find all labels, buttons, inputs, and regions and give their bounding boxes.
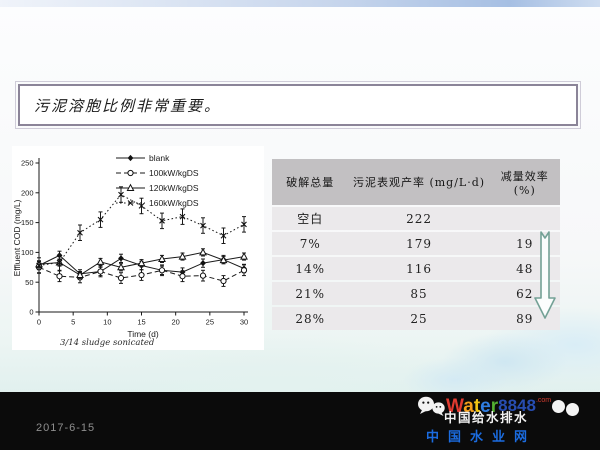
svg-text:20: 20 [171, 318, 179, 327]
svg-text:100kW/kgDS: 100kW/kgDS [149, 168, 199, 178]
watermark: Water 8848 .com 中国给水排水 中国水业网 [416, 395, 598, 447]
table-cell: 14% [272, 257, 349, 280]
watermark-brand-row: Water 8848 .com [416, 395, 598, 417]
table-cell [489, 207, 560, 230]
table-cell: 空白 [272, 207, 349, 230]
brand-letter: a [463, 395, 474, 417]
brand-number: 8848 [498, 396, 536, 415]
brand-word: Water [446, 397, 498, 416]
svg-text:blank: blank [149, 153, 170, 163]
down-arrow-icon [534, 231, 556, 319]
slide-title: 污泥溶胞比例非常重要。 [34, 96, 222, 115]
results-table-head: 破解总量 污泥表观产率 (mg/L·d) 减量效率 (%) [272, 159, 560, 205]
svg-text:100: 100 [21, 248, 34, 257]
cod-line-chart-panel: 0 50 100 150 200 250 0 5 10 15 20 25 30 Time (d) Efflu… [12, 146, 264, 350]
table-row: 21% 85 62 [272, 282, 560, 305]
balloon-icon [566, 402, 580, 416]
svg-text:30: 30 [240, 318, 248, 327]
results-table-body: 空白 222 7% 179 19 14% 116 48 21% 85 62 28% 25 89 [272, 207, 560, 330]
brand-letter: W [446, 395, 464, 417]
table-cell: 25 [348, 307, 490, 330]
svg-text:150: 150 [21, 218, 34, 227]
svg-text:Effluent COD (mg/L): Effluent COD (mg/L) [12, 199, 22, 276]
watermark-line-blue: 中国水业网 [426, 429, 537, 444]
balloon-icon [552, 399, 566, 413]
date-label: 2017-6-15 [36, 422, 96, 434]
title-box: 污泥溶胞比例非常重要。 [15, 81, 581, 129]
brand-letter: t [473, 395, 481, 417]
watermark-line-white: 中国给水排水 [444, 411, 529, 425]
table-cell: 85 [348, 282, 490, 305]
results-table: 破解总量 污泥表观产率 (mg/L·d) 减量效率 (%) 空白 222 7% 179 19… [272, 157, 560, 332]
table-cell: 116 [348, 257, 490, 280]
table-row: 空白 222 [272, 207, 560, 230]
svg-text:0: 0 [37, 318, 41, 327]
brand-letter: e [480, 395, 491, 417]
svg-text:250: 250 [21, 159, 34, 168]
svg-text:15: 15 [137, 318, 145, 327]
table-cell: 179 [348, 232, 490, 255]
svg-text:3/14 sludge sonicated: 3/14 sludge sonicated [60, 338, 155, 348]
footer-bar: 2017-6-15 Water 8848 .com 中国给水排水 中国水业网 [0, 392, 600, 450]
table-header-cell: 污泥表观产率 (mg/L·d) [348, 159, 490, 205]
svg-text:Time (d): Time (d) [127, 329, 158, 339]
table-row: 28% 25 89 [272, 307, 560, 330]
table-cell: 21% [272, 282, 349, 305]
svg-text:25: 25 [206, 318, 214, 327]
table-cell: 222 [348, 207, 490, 230]
table-row: 14% 116 48 [272, 257, 560, 280]
table-header-cell: 减量效率 (%) [489, 159, 560, 205]
svg-text:0: 0 [29, 308, 33, 317]
svg-text:200: 200 [21, 188, 34, 197]
brand-letter: r [490, 395, 499, 417]
svg-text:50: 50 [25, 278, 33, 287]
table-cell: 7% [272, 232, 349, 255]
svg-text:120kW/kgDS: 120kW/kgDS [149, 183, 199, 193]
table-row: 7% 179 19 [272, 232, 560, 255]
table-header-cell: 破解总量 [272, 159, 349, 205]
svg-text:10: 10 [103, 318, 111, 327]
cod-line-chart: 0 50 100 150 200 250 0 5 10 15 20 25 30 Time (d) Efflu… [12, 153, 248, 348]
table-cell: 28% [272, 307, 349, 330]
svg-text:160kW/kgDS: 160kW/kgDS [149, 198, 199, 208]
top-decoration-stripe [0, 0, 600, 7]
brand-tld: .com [535, 397, 552, 404]
svg-text:5: 5 [71, 318, 75, 327]
chat-bubbles-icon [418, 396, 445, 416]
